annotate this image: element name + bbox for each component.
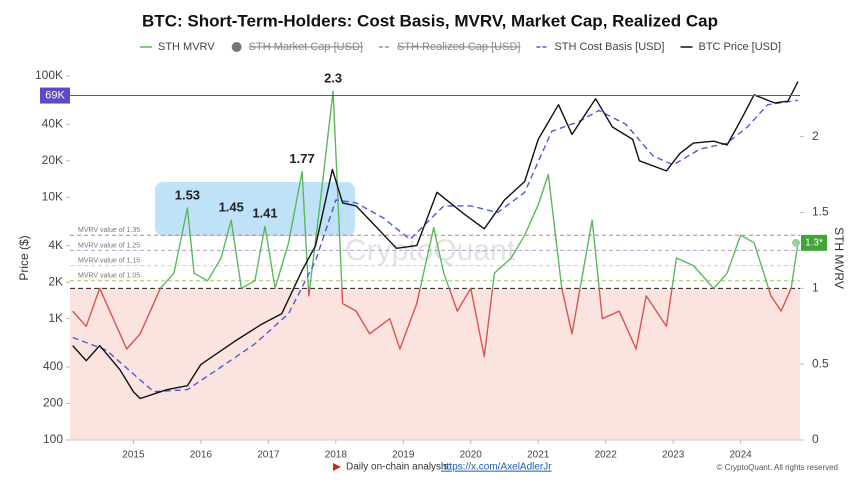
y-tick-label: 10K xyxy=(42,190,63,204)
y2-axis-title: STH MVRV xyxy=(832,227,846,289)
footer-text: Daily on-chain analysis: xyxy=(346,462,451,473)
footer-link[interactable]: https://x.com/AxelAdlerJr xyxy=(441,462,552,473)
price-marker-box xyxy=(40,87,70,104)
y2-tick-label: 0.5 xyxy=(812,356,829,370)
below-one-zone xyxy=(70,288,800,440)
footer-icon xyxy=(333,463,341,471)
x-tick-label: 2020 xyxy=(460,450,483,461)
legend: STH MVRV STH Market Cap [USD] STH Realized… xyxy=(140,41,781,53)
x-tick-label: 2022 xyxy=(595,450,618,461)
y2-tick-label: 1.5 xyxy=(812,205,829,219)
peak-label: 1.41 xyxy=(252,206,277,221)
legend-label[interactable]: STH MVRV xyxy=(158,41,215,53)
x-tick-label: 2018 xyxy=(325,450,348,461)
mvrv-level-label: MVRV value of 1.05 xyxy=(78,273,140,280)
mvrv-level-label: MVRV value of 1.35 xyxy=(78,227,140,234)
legend-label[interactable]: STH Market Cap [USD] xyxy=(249,41,363,53)
y-tick-label: 40K xyxy=(42,116,63,130)
x-tick-label: 2024 xyxy=(730,450,753,461)
peak-label: 1.77 xyxy=(289,151,314,166)
y2-tick-label: 0 xyxy=(812,432,819,446)
x-tick-label: 2015 xyxy=(122,450,145,461)
legend-swatch xyxy=(231,42,242,52)
y-tick-label: 2K xyxy=(48,274,63,288)
series-line xyxy=(72,81,799,400)
y-tick-label: 1K xyxy=(48,311,63,325)
y-tick-label: 100K xyxy=(35,68,63,82)
y-tick-label: 400 xyxy=(43,359,63,373)
chart-title: BTC: Short-Term-Holders: Cost Basis, MVR… xyxy=(142,11,718,30)
legend-label[interactable]: STH Cost Basis [USD] xyxy=(554,41,664,53)
legend-label[interactable]: STH Realized Cap [USD] xyxy=(397,41,521,53)
mvrv-level-label: MVRV value of 1.15 xyxy=(78,257,140,264)
price-marker-label: 69K xyxy=(45,89,65,101)
y-tick-label: 100 xyxy=(43,432,63,446)
x-tick-label: 2023 xyxy=(662,450,685,461)
current-mvrv-dot xyxy=(792,238,800,247)
x-tick-label: 2017 xyxy=(257,450,280,461)
current-mvrv-label: 1.3* xyxy=(805,237,823,248)
y-tick-label: 200 xyxy=(43,396,63,410)
peak-label: 1.53 xyxy=(175,187,200,202)
y-axis-title: Price ($) xyxy=(17,235,31,280)
x-tick-label: 2019 xyxy=(392,450,415,461)
copyright: © CryptoQuant. All rights reserved xyxy=(717,463,839,472)
y-tick-label: 20K xyxy=(42,153,63,167)
legend-label[interactable]: BTC Price [USD] xyxy=(698,41,781,53)
y-tick-label: 4K xyxy=(48,238,63,252)
y2-tick-label: 2 xyxy=(812,129,819,143)
x-tick-label: 2021 xyxy=(527,450,550,461)
x-tick-label: 2016 xyxy=(190,450,213,461)
mvrv-level-label: MVRV value of 1.25 xyxy=(78,242,140,249)
peak-label: 1.45 xyxy=(219,200,244,215)
current-mvrv-box xyxy=(801,234,827,251)
series-line xyxy=(72,99,799,393)
peak-label: 2.3 xyxy=(324,71,342,86)
mvrv-line-above xyxy=(98,90,799,289)
y2-tick-label: 1 xyxy=(812,281,819,295)
